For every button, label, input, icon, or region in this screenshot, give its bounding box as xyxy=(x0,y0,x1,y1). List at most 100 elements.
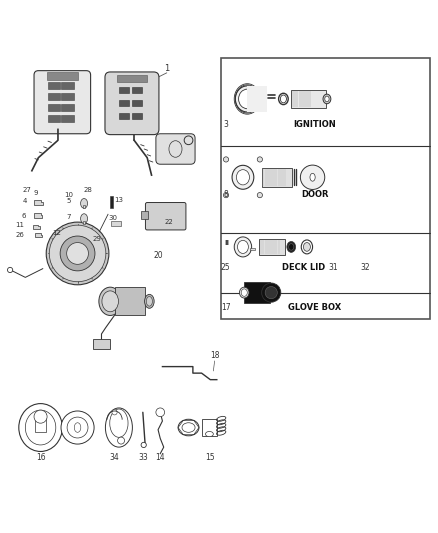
Text: 10: 10 xyxy=(64,192,73,198)
Circle shape xyxy=(60,236,95,271)
Text: 28: 28 xyxy=(84,187,93,192)
Text: 20: 20 xyxy=(153,251,163,260)
Text: 12: 12 xyxy=(53,230,61,236)
Bar xyxy=(291,90,325,108)
Circle shape xyxy=(67,243,88,264)
Bar xyxy=(119,114,129,119)
Circle shape xyxy=(141,442,146,448)
Bar xyxy=(132,87,142,93)
Ellipse shape xyxy=(102,291,118,312)
Text: II: II xyxy=(224,239,230,246)
Bar xyxy=(244,282,270,303)
Bar xyxy=(110,196,113,208)
Text: 3: 3 xyxy=(223,120,228,129)
FancyBboxPatch shape xyxy=(156,134,195,164)
Circle shape xyxy=(257,157,262,162)
Text: 16: 16 xyxy=(36,453,46,462)
FancyBboxPatch shape xyxy=(105,72,159,135)
Text: 5: 5 xyxy=(67,198,71,204)
Bar xyxy=(221,58,430,319)
Ellipse shape xyxy=(178,419,199,436)
Text: GLOVE BOX: GLOVE BOX xyxy=(288,303,341,312)
FancyBboxPatch shape xyxy=(145,203,186,230)
Circle shape xyxy=(257,192,262,198)
Bar xyxy=(47,115,60,122)
Bar xyxy=(47,93,60,100)
Text: 32: 32 xyxy=(360,263,370,272)
Bar xyxy=(132,100,142,107)
Bar xyxy=(261,168,292,187)
Bar xyxy=(119,100,129,107)
Bar xyxy=(111,221,120,226)
Ellipse shape xyxy=(287,241,296,252)
Ellipse shape xyxy=(25,410,56,445)
Text: DOOR: DOOR xyxy=(301,190,328,199)
Text: 17: 17 xyxy=(221,303,230,312)
Bar xyxy=(132,114,142,119)
Ellipse shape xyxy=(81,198,88,208)
Bar xyxy=(47,104,60,111)
Bar xyxy=(255,97,260,101)
Bar xyxy=(259,239,285,255)
Polygon shape xyxy=(35,213,42,219)
Circle shape xyxy=(261,283,281,302)
Ellipse shape xyxy=(323,94,331,104)
Text: 18: 18 xyxy=(210,351,219,360)
Text: 26: 26 xyxy=(15,232,24,238)
Ellipse shape xyxy=(289,244,294,250)
Bar xyxy=(35,415,46,432)
Bar xyxy=(47,83,60,90)
Ellipse shape xyxy=(279,93,288,104)
Text: 27: 27 xyxy=(22,187,31,192)
Circle shape xyxy=(117,437,124,444)
Circle shape xyxy=(46,222,109,285)
Text: 33: 33 xyxy=(138,453,148,462)
Circle shape xyxy=(265,287,277,298)
Bar xyxy=(119,87,129,93)
Ellipse shape xyxy=(241,289,247,296)
Ellipse shape xyxy=(304,243,311,251)
Ellipse shape xyxy=(240,287,249,298)
Circle shape xyxy=(223,192,229,198)
Bar xyxy=(83,206,85,208)
Text: 9: 9 xyxy=(34,190,39,196)
Ellipse shape xyxy=(74,423,81,432)
Bar xyxy=(61,93,74,100)
Text: 6: 6 xyxy=(22,213,26,219)
Ellipse shape xyxy=(99,287,121,316)
Circle shape xyxy=(112,410,117,415)
Ellipse shape xyxy=(325,96,329,102)
Text: 31: 31 xyxy=(328,263,338,272)
Circle shape xyxy=(67,417,88,438)
Polygon shape xyxy=(34,200,42,206)
Bar xyxy=(117,76,147,83)
Ellipse shape xyxy=(239,89,256,109)
Text: DECK LID: DECK LID xyxy=(282,263,325,272)
Text: 4: 4 xyxy=(23,198,28,204)
Ellipse shape xyxy=(301,240,313,254)
Text: IGNITION: IGNITION xyxy=(293,120,336,129)
Circle shape xyxy=(49,225,106,282)
Text: 22: 22 xyxy=(165,219,173,225)
FancyBboxPatch shape xyxy=(34,71,91,134)
Text: 1: 1 xyxy=(164,64,170,73)
Ellipse shape xyxy=(19,403,62,451)
Bar xyxy=(201,419,217,436)
Bar xyxy=(83,221,85,223)
Bar xyxy=(141,211,148,220)
Bar xyxy=(61,104,74,111)
Ellipse shape xyxy=(235,86,259,112)
Ellipse shape xyxy=(280,95,286,103)
Bar xyxy=(255,93,260,97)
Text: 29: 29 xyxy=(93,236,102,243)
Ellipse shape xyxy=(145,294,154,308)
Ellipse shape xyxy=(234,237,252,257)
Polygon shape xyxy=(35,233,42,237)
Ellipse shape xyxy=(182,423,195,432)
Text: 14: 14 xyxy=(155,453,165,462)
Bar xyxy=(61,83,74,90)
Ellipse shape xyxy=(81,214,88,223)
Text: 8: 8 xyxy=(223,190,228,199)
Bar xyxy=(247,86,267,112)
Text: 11: 11 xyxy=(15,222,24,228)
